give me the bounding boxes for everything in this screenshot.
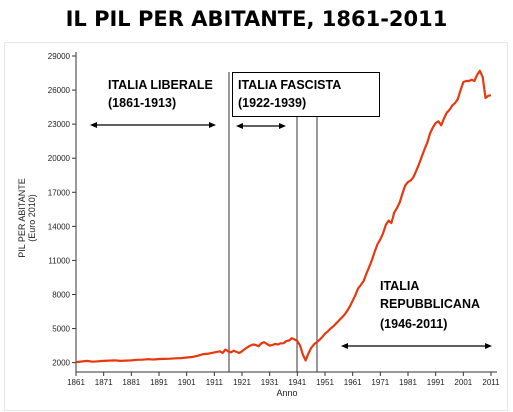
y-tick-label: 29000 [48, 52, 71, 61]
y-tick-label: 26000 [48, 86, 71, 95]
period-years-fascista: (1922-1939) [238, 96, 306, 110]
chart-frame [4, 42, 508, 411]
x-tick-label: 1861 [67, 378, 85, 387]
arrow-repubblicana [341, 343, 492, 349]
arrow-fascista [236, 123, 286, 129]
slide-title: IL PIL PER ABITANTE, 1861-2011 [65, 7, 448, 31]
x-tick-label: 1981 [399, 378, 417, 387]
period-years-liberale: (1861-1913) [108, 96, 176, 110]
x-tick-label: 1961 [344, 378, 362, 387]
x-tick-label: 2001 [454, 378, 472, 387]
period-label-liberale: ITALIA LIBERALE [108, 78, 213, 92]
x-axis-title: Anno [276, 388, 297, 398]
gdp-series-line [75, 69, 492, 364]
period-years-repubblicana: (1946-2011) [380, 317, 447, 331]
x-tick-label: 1971 [371, 378, 389, 387]
x-tick-label: 1951 [316, 378, 334, 387]
x-axis-ticks: 1861 1871 1881 1891 1901 1911 1921 1931 1941 1951… [67, 372, 500, 387]
x-tick-label: 1881 [122, 378, 140, 387]
y-tick-label: 2000 [52, 359, 70, 368]
x-tick-label: 1891 [150, 378, 168, 387]
arrow-liberale [90, 122, 216, 128]
y-axis-title: PIL PER ABITANTE [17, 178, 27, 258]
y-tick-label: 23000 [48, 120, 71, 129]
x-tick-label: 1991 [427, 378, 445, 387]
y-axis-ticks: 2000 5000 8000 11000 14000 17000 20000 23000 260… [48, 52, 76, 368]
y-tick-label: 5000 [52, 325, 70, 334]
period-label-fascista: ITALIA FASCISTA [238, 78, 341, 92]
x-tick-label: 1911 [206, 378, 224, 387]
x-tick-label: 1931 [261, 378, 279, 387]
x-tick-label: 1941 [288, 378, 306, 387]
period-label-repubblicana-1: ITALIA [380, 279, 419, 293]
x-tick-label: 1871 [95, 378, 113, 387]
y-tick-label: 14000 [48, 222, 71, 231]
y-axis-unit: (Euro 2010) [27, 194, 37, 242]
fascista-box [232, 72, 380, 117]
x-tick-label: 1901 [178, 378, 196, 387]
y-tick-label: 11000 [48, 256, 70, 265]
x-tick-label: 1921 [233, 378, 251, 387]
y-tick-label: 8000 [52, 291, 70, 300]
x-tick-label: 2011 [482, 378, 500, 387]
y-tick-label: 20000 [48, 154, 71, 163]
period-label-repubblicana-2: REPUBBLICANA [380, 297, 480, 311]
y-tick-label: 17000 [48, 188, 71, 197]
